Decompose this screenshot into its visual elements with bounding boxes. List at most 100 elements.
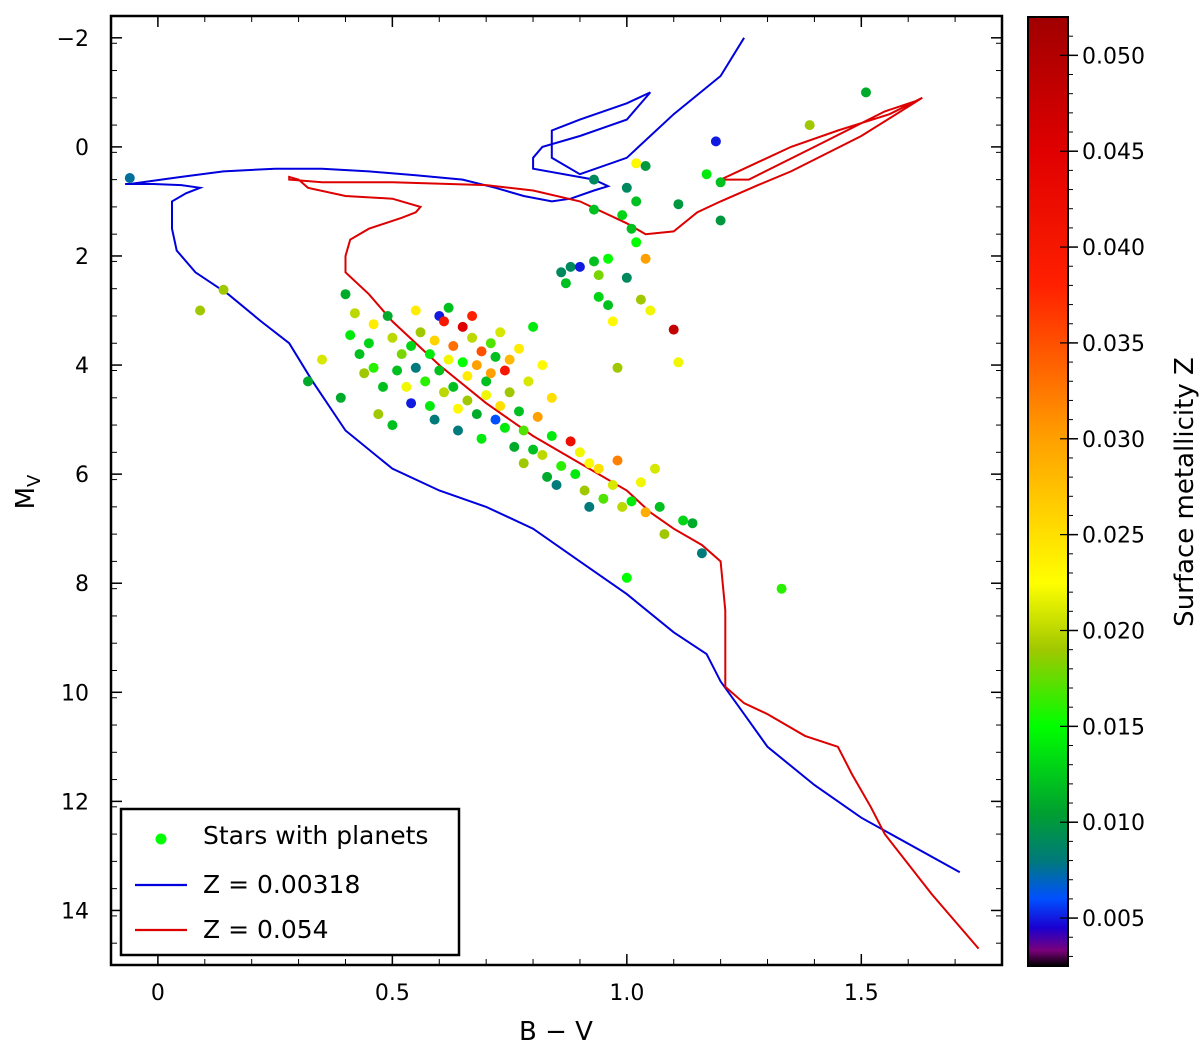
x-tick-label: 1.0: [609, 981, 644, 1006]
star-point: [640, 161, 651, 171]
star-point: [631, 196, 642, 207]
star-point: [631, 237, 642, 248]
legend-label-stars: Stars with planets: [203, 821, 428, 850]
x-tick-label: 0: [151, 981, 165, 1006]
y-tick-label: 12: [61, 790, 89, 815]
y-tick-label: −2: [57, 27, 89, 52]
star-point: [345, 330, 356, 341]
star-point: [546, 392, 557, 403]
y-tick-label: 0: [75, 136, 89, 161]
star-point: [542, 471, 553, 482]
star-point: [401, 381, 412, 392]
star-point: [626, 223, 637, 234]
star-point: [471, 360, 482, 371]
star-point: [335, 392, 346, 403]
star-point: [556, 267, 567, 278]
star-point: [429, 335, 440, 346]
colorbar-gradient: [1028, 17, 1068, 966]
star-point: [448, 381, 459, 392]
legend-label-high-z: Z = 0.054: [203, 915, 329, 944]
star-point: [560, 278, 571, 289]
y-tick-label: 4: [75, 354, 89, 379]
colorbar-frame: [1027, 16, 1069, 967]
colorbar-tick-label: 0.040: [1082, 236, 1145, 261]
star-point: [621, 572, 632, 583]
colorbar-label: Surface metallicity Z: [1170, 357, 1200, 627]
star-point: [509, 441, 520, 452]
star-point: [382, 311, 393, 321]
star-point: [546, 431, 557, 441]
star-point: [387, 420, 398, 431]
star-point: [579, 485, 590, 496]
star-point: [387, 332, 398, 343]
star-point: [635, 477, 646, 488]
star-point: [368, 319, 379, 330]
star-point: [476, 346, 487, 357]
star-point: [485, 338, 496, 349]
star-point: [589, 256, 599, 267]
star-point: [490, 414, 501, 425]
star-point: [612, 362, 623, 373]
star-point: [631, 158, 642, 169]
star-point: [359, 368, 370, 379]
star-point: [593, 463, 604, 474]
star-point: [462, 395, 473, 406]
star-point: [378, 381, 388, 392]
y-tick-label: 8: [75, 572, 89, 597]
plot-frame: [109, 14, 1004, 967]
star-point: [640, 253, 651, 264]
stars-scatter: [124, 87, 871, 594]
star-point: [410, 305, 421, 316]
star-point: [556, 461, 567, 471]
star-point: [453, 425, 463, 436]
star-point: [626, 496, 637, 507]
star-point: [710, 136, 721, 147]
star-point: [603, 300, 614, 311]
star-point: [434, 365, 445, 376]
star-point: [481, 390, 492, 401]
star-point: [373, 409, 384, 420]
star-point: [467, 311, 478, 321]
star-point: [443, 354, 454, 365]
star-point: [514, 343, 524, 354]
star-point: [607, 316, 618, 327]
colorbar: 0.005 0.010 0.015 0.020 0.025 0.030 0.035 0.040…: [1027, 16, 1200, 967]
star-point: [317, 354, 327, 365]
isochrone-lines: [125, 37, 980, 950]
star-point: [673, 199, 684, 210]
star-point: [570, 469, 581, 480]
star-point: [565, 436, 576, 447]
y-tick-label: 10: [61, 681, 89, 706]
colorbar-tick-label: 0.045: [1082, 140, 1145, 165]
star-point: [654, 501, 665, 512]
star-point: [406, 398, 417, 409]
y-tick-label: 2: [75, 245, 89, 270]
star-point: [476, 433, 487, 444]
axis-ticks: 0 0.5 1.0 1.5 −2 0 2 4 6 8 10 12 14: [57, 15, 1003, 1006]
star-point: [861, 87, 871, 98]
colorbar-tick-label: 0.020: [1082, 619, 1145, 644]
star-point: [584, 501, 595, 512]
series-line-1: [125, 37, 961, 874]
star-point: [124, 173, 135, 183]
colorbar-tick-label: 0.010: [1082, 811, 1145, 836]
star-point: [363, 338, 374, 349]
y-tick-label: 6: [75, 463, 89, 488]
colorbar-tick-label: 0.035: [1082, 332, 1145, 357]
colorbar-tick-label: 0.005: [1082, 907, 1145, 932]
star-point: [673, 357, 684, 368]
star-point: [650, 463, 660, 474]
star-point: [659, 529, 670, 540]
star-point: [635, 294, 646, 305]
star-point: [518, 458, 529, 469]
star-point: [439, 316, 449, 327]
star-point: [453, 403, 463, 414]
x-axis-label: B − V: [519, 1017, 593, 1047]
star-point: [532, 411, 543, 422]
series-line-2: [288, 96, 980, 950]
star-point: [678, 515, 689, 526]
star-point: [574, 261, 585, 272]
star-point: [640, 507, 651, 518]
star-point: [396, 349, 407, 360]
